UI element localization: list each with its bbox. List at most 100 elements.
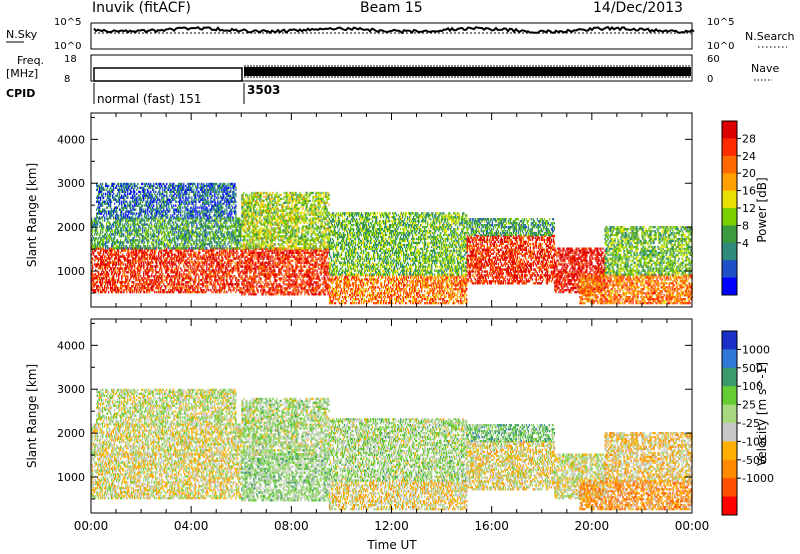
range-time-cell — [110, 235, 112, 238]
range-time-cell — [149, 275, 151, 278]
range-time-cell — [154, 281, 156, 284]
range-time-cell — [137, 223, 139, 226]
range-time-cell — [148, 217, 150, 220]
range-time-cell — [189, 261, 191, 264]
range-time-cell — [131, 182, 133, 186]
range-time-cell — [116, 247, 118, 250]
range-time-cell — [144, 255, 146, 258]
range-time-cell — [179, 259, 181, 262]
range-time-cell — [222, 275, 224, 278]
range-time-cell — [132, 219, 134, 222]
range-time-cell — [138, 269, 140, 272]
range-time-cell — [125, 287, 127, 290]
range-time-cell — [147, 275, 149, 278]
range-time-cell — [126, 245, 128, 248]
range-time-cell — [141, 253, 143, 256]
range-time-cell — [130, 206, 132, 209]
range-time-cell — [113, 239, 115, 242]
range-time-cell — [109, 277, 111, 280]
range-time-cell — [192, 291, 194, 294]
range-time-cell — [204, 257, 206, 260]
range-time-cell — [221, 267, 223, 270]
range-time-cell — [147, 233, 149, 236]
range-time-cell — [126, 267, 128, 270]
range-time-cell — [168, 235, 170, 238]
range-time-cell — [194, 273, 196, 276]
range-time-cell — [229, 253, 231, 256]
range-time-cell — [161, 271, 163, 274]
range-time-cell — [196, 267, 198, 270]
range-time-cell — [98, 204, 100, 207]
range-time-cell — [107, 225, 109, 228]
range-time-cell — [204, 190, 206, 193]
range-time-cell — [149, 247, 151, 250]
range-time-cell — [221, 188, 223, 191]
range-time-cell — [115, 263, 117, 266]
range-time-cell — [115, 267, 117, 270]
range-time-cell — [113, 279, 115, 282]
range-time-cell — [101, 285, 103, 288]
range-time-cell — [140, 257, 142, 260]
range-time-cell — [132, 217, 134, 220]
range-time-cell — [172, 253, 174, 256]
range-time-cell — [174, 237, 176, 240]
range-time-cell — [180, 291, 182, 294]
range-time-cell — [159, 221, 161, 224]
range-time-cell — [131, 243, 133, 246]
range-time-cell — [120, 283, 122, 286]
range-time-cell — [169, 287, 171, 290]
range-time-cell — [123, 247, 125, 250]
range-time-cell — [210, 249, 212, 252]
range-time-cell — [208, 239, 210, 242]
range-time-cell — [135, 287, 137, 290]
range-time-cell — [146, 273, 148, 276]
range-time-cell — [191, 237, 193, 240]
range-time-cell — [91, 261, 93, 264]
range-time-cell — [194, 259, 196, 262]
freq-tick-bottom: 8 — [64, 74, 70, 85]
range-time-cell — [100, 261, 102, 264]
range-time-cell — [226, 212, 228, 215]
range-time-cell — [160, 225, 162, 228]
range-time-cell — [216, 263, 218, 266]
range-time-cell — [237, 271, 239, 274]
range-time-cell — [136, 267, 138, 270]
range-time-cell — [138, 275, 140, 278]
range-time-cell — [225, 279, 227, 282]
range-time-cell — [136, 245, 138, 248]
range-time-cell — [138, 251, 140, 254]
range-time-cell — [139, 255, 141, 258]
range-time-cell — [123, 289, 125, 292]
range-time-cell — [120, 229, 122, 232]
range-time-cell — [109, 261, 111, 264]
range-time-cell — [174, 271, 176, 274]
range-time-cell — [163, 255, 165, 258]
range-time-cell — [165, 259, 167, 262]
range-time-cell — [168, 291, 170, 294]
range-time-cell — [177, 233, 179, 236]
range-time-cell — [111, 287, 113, 290]
range-time-cell — [212, 194, 214, 197]
range-time-cell — [189, 289, 191, 292]
range-time-cell — [199, 251, 201, 254]
range-time-cell — [162, 275, 164, 278]
range-time-cell — [119, 255, 121, 258]
range-time-cell — [170, 241, 172, 244]
range-time-cell — [116, 255, 118, 258]
range-time-cell — [105, 285, 107, 288]
range-time-cell — [97, 277, 99, 280]
range-time-cell — [150, 269, 152, 272]
range-time-cell — [239, 289, 241, 292]
range-time-cell — [94, 285, 96, 288]
range-time-cell — [204, 245, 206, 248]
range-time-cell — [99, 247, 101, 250]
range-time-cell — [184, 204, 186, 207]
range-time-cell — [222, 265, 224, 268]
range-time-cell — [166, 237, 168, 240]
range-time-cell — [234, 275, 236, 278]
range-time-cell — [134, 259, 136, 262]
range-time-cell — [198, 249, 200, 252]
range-time-cell — [196, 239, 198, 242]
range-time-cell — [216, 229, 218, 232]
range-time-cell — [216, 212, 218, 215]
